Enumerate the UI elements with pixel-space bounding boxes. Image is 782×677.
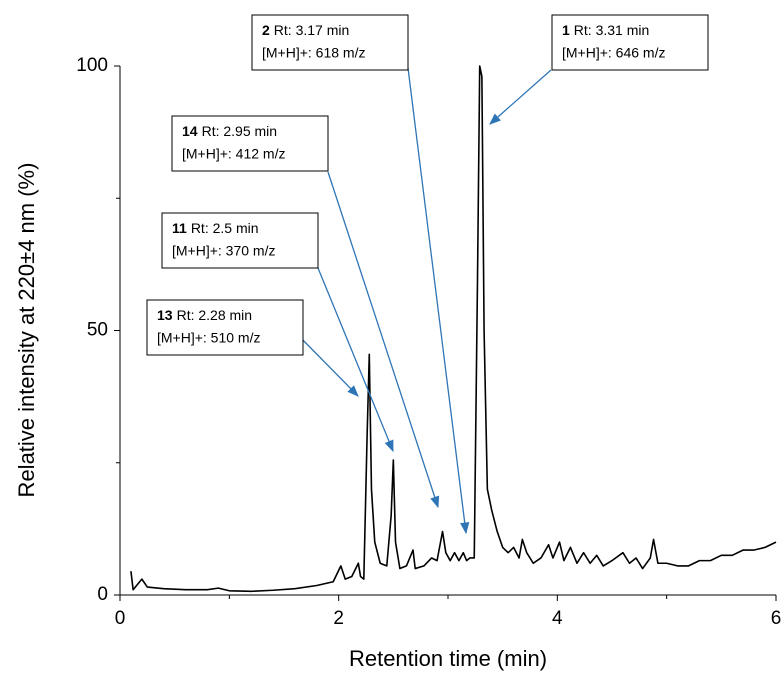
annotation-arrow — [327, 171, 440, 509]
annotation: 14 Rt: 2.95 min [M+H]+: 412 m/z — [171, 115, 440, 509]
y-axis-title: Relative intensity at 220±4 nm (%) — [14, 163, 39, 498]
retention-text: Rt: 2.28 min — [177, 307, 252, 323]
x-tick-label: 4 — [552, 608, 563, 629]
annotation-arrow — [295, 332, 359, 397]
compound-number: 2 — [262, 22, 270, 38]
x-tick-label: 0 — [115, 608, 126, 629]
annotation: 1 Rt: 3.31 min [M+H]+: 646 m/z — [489, 14, 709, 125]
annotation-mz: [M+H]+: 618 m/z — [262, 45, 365, 61]
y-tick-label: 100 — [76, 55, 108, 76]
annotation: 2 Rt: 3.17 min [M+H]+: 618 m/z — [251, 14, 470, 535]
annotation: 13 Rt: 2.28 min [M+H]+: 510 m/z — [146, 299, 359, 397]
annotation-box — [161, 212, 319, 269]
retention-text: Rt: 2.95 min — [202, 123, 277, 139]
annotation-box — [551, 14, 709, 71]
annotation-box — [171, 115, 329, 172]
annotation-title: 14 Rt: 2.95 min — [182, 123, 277, 139]
x-tick-label: 2 — [333, 608, 344, 629]
retention-text: Rt: 3.17 min — [274, 22, 349, 38]
x-tick-label: 6 — [771, 608, 782, 629]
x-axis-title: Retention time (min) — [349, 646, 547, 671]
compound-number: 11 — [172, 220, 187, 236]
y-tick-label: 50 — [87, 320, 108, 341]
retention-text: Rt: 2.5 min — [191, 220, 259, 236]
y-tick-label: 0 — [97, 584, 108, 605]
annotation-arrow — [317, 267, 394, 453]
annotation-mz: [M+H]+: 412 m/z — [182, 146, 285, 162]
compound-number: 14 — [182, 123, 198, 139]
annotation-arrow — [407, 67, 470, 535]
compound-number: 1 — [562, 22, 570, 38]
annotation-mz: [M+H]+: 510 m/z — [157, 330, 260, 346]
trace-line — [130, 65, 777, 593]
annotation-mz: [M+H]+: 646 m/z — [562, 45, 665, 61]
annotation-mz: [M+H]+: 370 m/z — [172, 243, 275, 259]
annotation-title: 11 Rt: 2.5 min — [172, 220, 259, 236]
annotation: 11 Rt: 2.5 min [M+H]+: 370 m/z — [161, 212, 394, 453]
annotation-title: 2 Rt: 3.17 min — [262, 22, 349, 38]
annotation-title: 1 Rt: 3.31 min — [562, 22, 649, 38]
compound-number: 13 — [157, 307, 173, 323]
annotation-box — [146, 299, 304, 356]
annotation-title: 13 Rt: 2.28 min — [157, 307, 252, 323]
annotation-arrow — [489, 69, 552, 125]
retention-text: Rt: 3.31 min — [574, 22, 649, 38]
annotation-box — [251, 14, 409, 71]
